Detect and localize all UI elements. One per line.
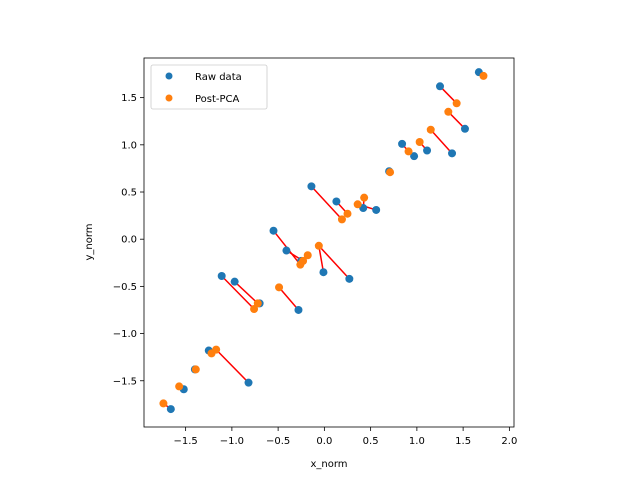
- raw-data-point: [230, 277, 239, 286]
- legend-marker-raw-data: [165, 72, 173, 80]
- post-pca-point: [415, 137, 424, 146]
- legend-box: [150, 64, 268, 110]
- plot-background: [144, 58, 514, 427]
- x-tick-label: 1.5: [455, 436, 471, 447]
- post-pca-point: [159, 399, 168, 408]
- post-pca-point: [175, 382, 184, 391]
- post-pca-point: [299, 256, 308, 265]
- y-axis-label: y_norm: [84, 223, 95, 260]
- post-pca-point: [353, 200, 362, 209]
- post-pca-point: [303, 251, 312, 260]
- legend: Raw data Post-PCA: [150, 64, 268, 110]
- post-pca-point: [479, 71, 488, 80]
- x-tick-label: 1.0: [409, 436, 425, 447]
- y-tick-label: 0.0: [121, 235, 137, 246]
- x-tick-label: −1.5: [173, 436, 197, 447]
- x-tick-label: −0.5: [266, 436, 290, 447]
- connector-line: [221, 275, 255, 310]
- y-axis-ticks: −1.5 −1.0 −0.5 0.0 0.5 1.0 1.5: [113, 93, 144, 387]
- legend-label-raw-data: Raw data: [195, 72, 242, 83]
- raw-data-point: [398, 139, 407, 148]
- connector-line: [430, 129, 453, 154]
- post-pca-point: [444, 107, 453, 116]
- post-pca-point: [343, 209, 352, 218]
- connector-line: [278, 286, 300, 311]
- post-pca-points: [159, 71, 488, 408]
- y-tick-label: −1.0: [113, 329, 137, 340]
- connector-line: [234, 281, 259, 304]
- x-tick-label: −1.0: [220, 436, 244, 447]
- raw-data-point: [244, 378, 253, 387]
- connector-line: [215, 349, 250, 384]
- post-pca-point: [212, 345, 221, 354]
- raw-data-point: [372, 205, 381, 214]
- x-axis-ticks: −1.5 −1.0 −0.5 0.0 0.5 1.0 1.5 2.0: [173, 427, 517, 447]
- legend-marker-post-pca: [165, 94, 173, 102]
- legend-label-post-pca: Post-PCA: [195, 94, 240, 105]
- x-tick-label: 0.5: [363, 436, 379, 447]
- connector-line: [318, 245, 325, 273]
- post-pca-point: [314, 241, 323, 250]
- raw-data-point: [282, 246, 291, 255]
- post-pca-point: [337, 215, 346, 224]
- post-pca-point: [191, 365, 200, 374]
- post-pca-point: [426, 125, 435, 134]
- raw-data-point: [460, 124, 469, 133]
- y-tick-label: 0.5: [121, 188, 137, 199]
- raw-data-point: [345, 274, 354, 283]
- post-pca-point: [360, 193, 369, 202]
- x-tick-label: 2.0: [501, 436, 517, 447]
- raw-data-point: [319, 268, 328, 277]
- post-pca-point: [404, 147, 413, 156]
- post-pca-point: [275, 283, 284, 292]
- x-tick-label: 0.0: [316, 436, 332, 447]
- raw-data-point: [423, 146, 432, 155]
- raw-data-point: [294, 305, 303, 314]
- post-pca-point: [386, 168, 395, 177]
- plot-frame: [143, 57, 515, 428]
- raw-data-point: [269, 226, 278, 235]
- connector-line: [310, 185, 343, 220]
- raw-data-point: [436, 82, 444, 91]
- y-tick-label: −0.5: [113, 282, 137, 293]
- y-tick-label: 1.5: [121, 93, 137, 104]
- x-axis-label: x_norm: [310, 459, 347, 470]
- raw-data-point: [166, 405, 175, 414]
- post-pca-point: [253, 299, 262, 308]
- raw-data-point: [217, 272, 226, 281]
- y-tick-label: −1.5: [113, 376, 137, 387]
- raw-data-point: [410, 152, 419, 161]
- raw-data-point: [448, 149, 457, 158]
- raw-data-point: [332, 197, 341, 206]
- post-pca-point: [452, 99, 461, 108]
- raw-data-point: [307, 182, 316, 191]
- plot-area: [143, 57, 515, 428]
- post-pca-point: [250, 305, 259, 314]
- y-tick-label: 1.0: [121, 140, 137, 151]
- connector-line: [318, 245, 350, 280]
